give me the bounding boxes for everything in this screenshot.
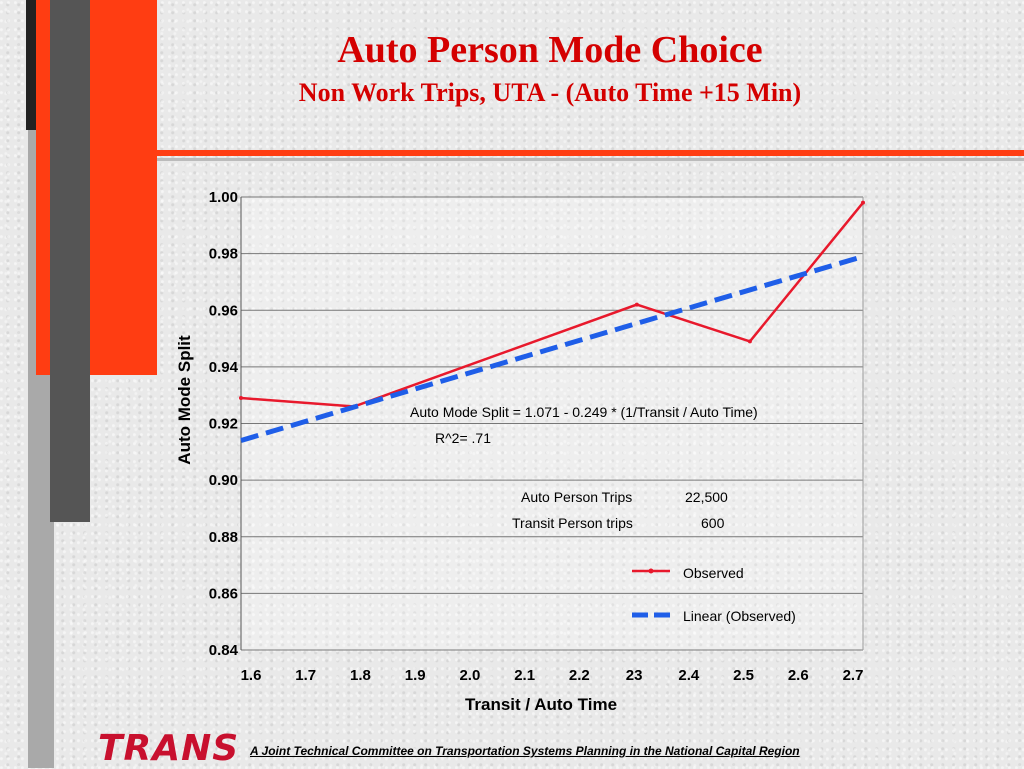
series-observed-point — [634, 302, 639, 307]
y-tick-label: 0.90 — [209, 472, 238, 489]
y-tick-label: 0.88 — [209, 529, 238, 546]
y-tick-label: 0.98 — [209, 246, 238, 263]
x-tick-label: 1.7 — [295, 667, 316, 684]
header-rule-red — [157, 150, 1024, 156]
header-rule-gray — [157, 158, 1024, 161]
y-tick-labels: 0.84 0.86 0.88 0.90 0.92 0.94 0.96 0.98 1.00 — [209, 189, 239, 659]
trans-logo: TRANS — [98, 728, 240, 769]
series-observed-point — [747, 339, 752, 344]
legend-marks — [632, 568, 672, 618]
series-observed-point — [861, 200, 865, 205]
y-tick-label: 0.94 — [209, 359, 239, 376]
transit-trips-value: 600 — [701, 515, 725, 531]
x-tick-label: 2.1 — [514, 667, 535, 684]
x-tick-label: 1.9 — [405, 667, 426, 684]
x-tick-label: 2.7 — [843, 667, 864, 684]
x-tick-label: 2.2 — [569, 667, 590, 684]
x-axis-label: Transit / Auto Time — [465, 695, 617, 714]
x-tick-label: 1.8 — [350, 667, 371, 684]
y-tick-label: 0.86 — [209, 585, 238, 602]
legend-marker-observed — [648, 568, 654, 574]
footer-text: A Joint Technical Committee on Transport… — [250, 744, 800, 758]
x-tick-label: 2.4 — [678, 667, 700, 684]
decorative-block-dark — [50, 0, 90, 522]
r-squared: R^2= .71 — [435, 430, 491, 446]
decorative-block-black — [26, 0, 36, 130]
auto-trips-value: 22,500 — [685, 489, 728, 505]
y-tick-label: 0.92 — [209, 416, 238, 433]
x-tick-label: 23 — [626, 667, 643, 684]
y-tick-label: 0.84 — [209, 642, 239, 659]
y-tick-label: 0.96 — [209, 302, 238, 319]
page-title: Auto Person Mode Choice — [337, 29, 763, 71]
series-layer — [239, 200, 865, 443]
regression-equation: Auto Mode Split = 1.071 - 0.249 * (1/Tra… — [410, 404, 758, 420]
x-tick-label: 2.6 — [788, 667, 809, 684]
gridlines — [240, 196, 864, 651]
page-subtitle: Non Work Trips, UTA - (Auto Time +15 Min… — [298, 78, 802, 107]
x-tick-label: 2.0 — [459, 667, 480, 684]
x-tick-label: 1.6 — [241, 667, 262, 684]
transit-trips-label: Transit Person trips — [512, 515, 633, 531]
series-linear-line — [240, 254, 864, 443]
legend-entry-observed: Observed — [683, 565, 744, 581]
y-axis-label: Auto Mode Split — [175, 335, 194, 465]
legend-entry-linear: Linear (Observed) — [683, 608, 796, 624]
y-tick-label: 1.00 — [209, 189, 238, 206]
auto-trips-label: Auto Person Trips — [521, 489, 633, 505]
series-observed-point — [239, 396, 243, 401]
x-tick-labels: 1.6 1.7 1.8 1.9 2.0 2.1 2.2 23 2.4 2.5 2.6 2.7 — [241, 667, 864, 684]
x-tick-label: 2.5 — [733, 667, 754, 684]
